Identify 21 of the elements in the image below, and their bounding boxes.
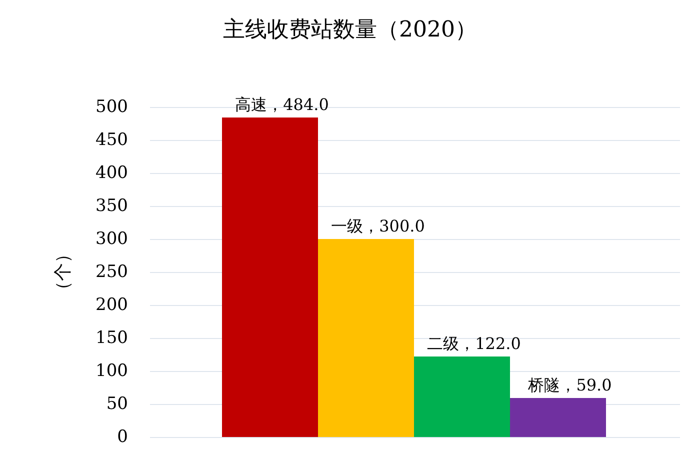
bar <box>414 356 510 437</box>
y-tick-label: 300 <box>96 229 128 249</box>
y-tick-label: 50 <box>106 394 128 414</box>
category-label: 二级，122.0 <box>427 334 521 353</box>
bar <box>318 239 414 437</box>
y-tick-label: 250 <box>96 262 128 282</box>
y-tick-label: 450 <box>96 130 128 150</box>
y-tick-label: 350 <box>96 196 128 216</box>
y-tick-label: 400 <box>96 163 128 183</box>
category-label: 高速，484.0 <box>235 95 329 114</box>
y-tick-label: 0 <box>117 427 128 447</box>
y-axis-title: （个） <box>52 245 74 299</box>
chart-title: 主线收费站数量（2020） <box>223 18 477 42</box>
y-tick-label: 100 <box>96 361 128 381</box>
y-tick-label: 500 <box>96 97 128 117</box>
category-label: 桥隧，59.0 <box>528 376 612 395</box>
category-label: 一级，300.0 <box>331 216 425 236</box>
bar <box>510 398 606 437</box>
y-tick-label: 150 <box>96 328 128 348</box>
bar <box>222 118 318 437</box>
y-tick-label: 200 <box>96 295 128 315</box>
